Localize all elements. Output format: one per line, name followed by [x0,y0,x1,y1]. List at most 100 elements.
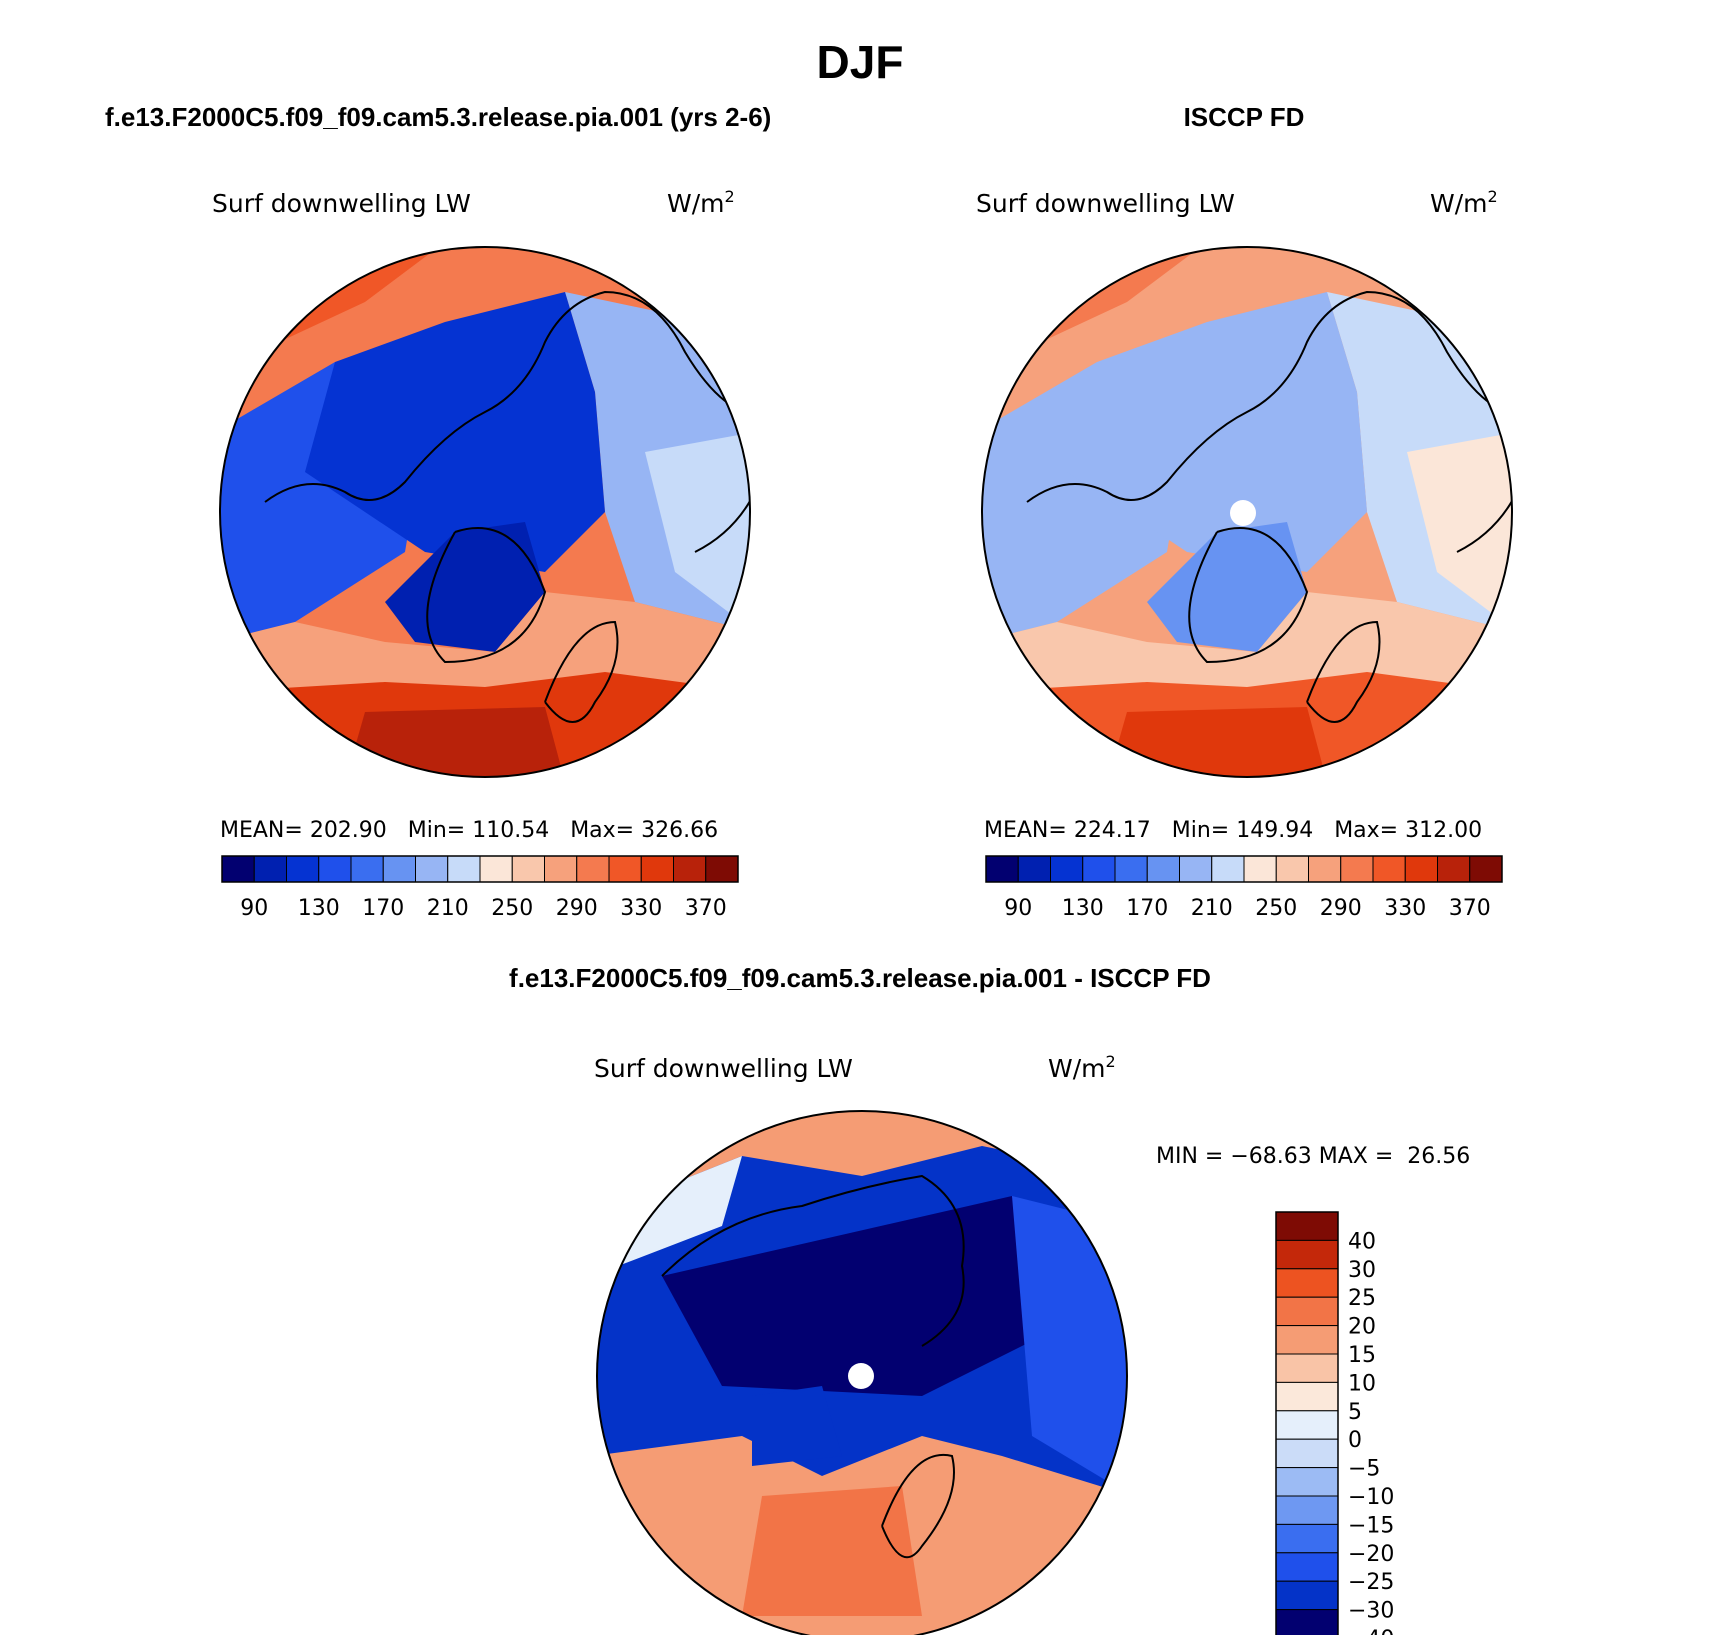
colorbar-swatch [705,855,739,883]
colorbar-swatch [511,855,545,883]
colorbar-tick-label: 10 [1348,1371,1376,1396]
colorbar-swatch [1275,1211,1339,1241]
coastline-scandinavia [544,620,619,723]
map-1-border [219,246,751,778]
colorbar-swatch [544,855,578,883]
colorbar-tick-label: 30 [1348,1258,1376,1283]
colorbar-swatch [1372,855,1406,883]
colorbar-swatch [318,855,352,883]
colorbar-swatch [1275,1239,1339,1270]
colorbar-tick-label: 170 [1126,896,1168,921]
colorbar-tick-label: 90 [240,896,268,921]
panel-1-title: f.e13.F2000C5.f09_f09.cam5.3.release.pia… [105,102,771,132]
map-2-border [981,246,1513,778]
colorbar-tick-label: 170 [362,896,404,921]
diff-panel-variable: Surf downwelling LW [594,1054,853,1083]
colorbar-tick-label: 370 [1449,896,1491,921]
colorbar-swatch [985,855,1019,883]
colorbar-tick-label: 250 [1255,896,1297,921]
colorbar-frame [985,855,1503,883]
colorbar-difference: 40 30 25 20 15 10 5 0 −5 −10 −15 −20 −25 −30 −40 [1275,1211,1394,1635]
colorbar-swatch [479,855,513,883]
colorbar-tick-label: 0 [1348,1428,1362,1453]
colorbar-tick-label: −10 [1348,1485,1394,1510]
colorbar-frame [1275,1211,1339,1635]
colorbar-swatch [1050,855,1084,883]
field-greenland [752,1386,842,1466]
map-3-border [596,1110,1128,1635]
colorbar-swatch [1275,1609,1339,1635]
colorbar-tick-label: −20 [1348,1542,1394,1567]
coastline-scandinavia [1306,620,1381,723]
colorbar-swatch [1340,855,1374,883]
diff-panel-stats: MIN = −68.63 MAX = 26.56 [1156,1144,1470,1169]
colorbar-swatch [1275,1580,1339,1611]
colorbar-swatch [253,855,287,883]
panel-2-units: W/m2 [1430,187,1498,218]
colorbar-tick-label: 25 [1348,1286,1376,1311]
colorbar-tick-label: 5 [1348,1400,1362,1425]
colorbar-tick-label: 210 [1191,896,1233,921]
field-arctic-deficit [662,1196,1042,1396]
colorbar-swatch [1017,855,1051,883]
colorbar-swatch [221,855,255,883]
field-atlantic-core [1107,707,1327,777]
colorbar-swatch [1275,1467,1339,1497]
colorbar-swatch [1243,855,1277,883]
coastline-scandinavia [881,1453,955,1559]
diff-panel-units: W/m2 [1048,1052,1116,1083]
colorbar-tick-label: 290 [1320,896,1362,921]
panel-1-stats: MEAN= 202.90 Min= 110.54 Max= 326.66 [220,818,718,843]
colorbar-swatch [1437,855,1471,883]
colorbar-swatch [1275,1268,1339,1298]
colorbar-swatch [286,855,320,883]
colorbar-swatch [1275,1325,1339,1355]
colorbar-tick-label: −30 [1348,1599,1394,1624]
colorbar-swatch [415,855,449,883]
colorbar-swatch [1275,1296,1339,1327]
colorbar-tick-label: 210 [427,896,469,921]
colorbar-swatch [640,855,674,883]
coastline-greenland [1188,527,1309,664]
pole-hole-diff [848,1363,874,1389]
panel-2-stats: MEAN= 224.17 Min= 149.94 Max= 312.00 [984,818,1482,843]
colorbar-swatch [1404,855,1438,883]
colorbar-swatch [1275,855,1309,883]
colorbar-swatch [1275,1381,1339,1412]
colorbar-swatch [1275,1410,1339,1440]
colorbar-swatch [1275,1353,1339,1383]
colorbar-tick-label: 90 [1004,896,1032,921]
colorbar-swatch [576,855,610,883]
field-atlantic-core [345,707,565,777]
colorbar-tick-label: −15 [1348,1513,1394,1538]
coastline-greenland [426,527,547,664]
coastline [1026,290,1512,553]
colorbar-tick-label: −25 [1348,1570,1394,1595]
colorbar-swatch [1275,1552,1339,1582]
colorbar-tick-label: 15 [1348,1343,1376,1368]
colorbar-swatch [673,855,707,883]
colorbar-tick-label: −40 [1348,1627,1394,1635]
colorbar-tick-label: 290 [556,896,598,921]
colorbar-swatch [1211,855,1245,883]
colorbar-swatch [350,855,384,883]
polar-map-difference [597,1111,1127,1635]
colorbar-swatch [608,855,642,883]
colorbar-swatch [1469,855,1503,883]
colorbar-swatch [1275,1523,1339,1554]
colorbar-tick-label: 130 [298,896,340,921]
colorbar-tick-label: −5 [1348,1457,1380,1482]
polar-map-model [220,247,750,777]
colorbar-obs: 90 130 170 210 250 290 330 370 [985,855,1503,921]
colorbar-swatch [447,855,481,883]
colorbar-swatch [1275,1438,1339,1469]
field-atlantic-core [742,1486,922,1616]
colorbar-tick-label: 130 [1062,896,1104,921]
panel-1-variable: Surf downwelling LW [212,189,471,218]
colorbar-swatch [1114,855,1148,883]
colorbar-swatch [1275,1495,1339,1525]
colorbar-tick-label: 370 [685,896,727,921]
coastline [661,1174,965,1347]
field-greenland [385,522,545,652]
